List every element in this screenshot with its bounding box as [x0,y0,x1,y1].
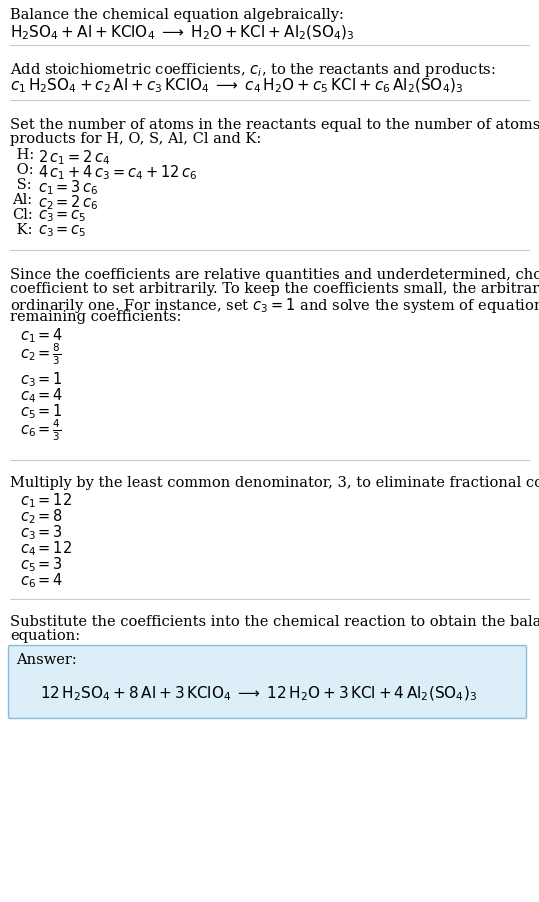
Text: $c_1 = 4$: $c_1 = 4$ [20,326,64,345]
Text: Answer:: Answer: [16,653,77,667]
Text: $c_2 = 2\,c_6$: $c_2 = 2\,c_6$ [38,193,99,212]
Text: $c_5 = 1$: $c_5 = 1$ [20,402,63,420]
Text: $\mathregular{H_2SO_4 + Al + KClO_4 \;\longrightarrow\; H_2O + KCl + Al_2(SO_4)_: $\mathregular{H_2SO_4 + Al + KClO_4 \;\l… [10,24,355,42]
Text: $4\,c_1 + 4\,c_3 = c_4 + 12\,c_6$: $4\,c_1 + 4\,c_3 = c_4 + 12\,c_6$ [38,163,197,181]
Text: Substitute the coefficients into the chemical reaction to obtain the balanced: Substitute the coefficients into the che… [10,615,539,629]
Text: $2\,c_1 = 2\,c_4$: $2\,c_1 = 2\,c_4$ [38,148,110,167]
Text: Multiply by the least common denominator, 3, to eliminate fractional coefficient: Multiply by the least common denominator… [10,476,539,490]
Text: O:: O: [12,163,33,177]
Text: S:: S: [12,178,32,192]
Text: Al:: Al: [12,193,32,207]
Text: Set the number of atoms in the reactants equal to the number of atoms in the: Set the number of atoms in the reactants… [10,118,539,132]
Text: $c_6 = \frac{4}{3}$: $c_6 = \frac{4}{3}$ [20,418,61,444]
Text: Since the coefficients are relative quantities and underdetermined, choose a: Since the coefficients are relative quan… [10,268,539,282]
Text: $c_2 = \frac{8}{3}$: $c_2 = \frac{8}{3}$ [20,342,61,367]
Text: $c_3 = c_5$: $c_3 = c_5$ [38,208,87,224]
Text: $12\,\mathregular{H_2SO_4} + 8\,\mathregular{Al} + 3\,\mathregular{KClO_4} \;\lo: $12\,\mathregular{H_2SO_4} + 8\,\mathreg… [40,685,477,704]
Text: $c_1 = 3\,c_6$: $c_1 = 3\,c_6$ [38,178,99,197]
Text: $c_6 = 4$: $c_6 = 4$ [20,571,64,590]
Text: ordinarily one. For instance, set $c_3 = 1$ and solve the system of equations fo: ordinarily one. For instance, set $c_3 =… [10,296,539,315]
Text: remaining coefficients:: remaining coefficients: [10,310,182,324]
FancyBboxPatch shape [9,646,527,719]
Text: Add stoichiometric coefficients, $c_i$, to the reactants and products:: Add stoichiometric coefficients, $c_i$, … [10,61,496,79]
Text: K:: K: [12,223,32,237]
Text: $c_5 = 3$: $c_5 = 3$ [20,555,63,574]
Text: $c_1\,\mathregular{H_2SO_4} + c_2\,\mathregular{Al} + c_3\,\mathregular{KClO_4} : $c_1\,\mathregular{H_2SO_4} + c_2\,\math… [10,77,464,96]
Text: $c_3 = 3$: $c_3 = 3$ [20,523,63,542]
Text: equation:: equation: [10,629,80,643]
Text: $c_4 = 4$: $c_4 = 4$ [20,386,64,405]
Text: Cl:: Cl: [12,208,33,222]
Text: $c_2 = 8$: $c_2 = 8$ [20,507,63,526]
Text: $c_4 = 12$: $c_4 = 12$ [20,539,72,557]
Text: $c_3 = 1$: $c_3 = 1$ [20,370,63,389]
Text: H:: H: [12,148,34,162]
Text: coefficient to set arbitrarily. To keep the coefficients small, the arbitrary va: coefficient to set arbitrarily. To keep … [10,282,539,296]
Text: Balance the chemical equation algebraically:: Balance the chemical equation algebraica… [10,8,344,22]
Text: $c_3 = c_5$: $c_3 = c_5$ [38,223,87,239]
Text: $c_1 = 12$: $c_1 = 12$ [20,491,72,510]
Text: products for H, O, S, Al, Cl and K:: products for H, O, S, Al, Cl and K: [10,132,261,146]
